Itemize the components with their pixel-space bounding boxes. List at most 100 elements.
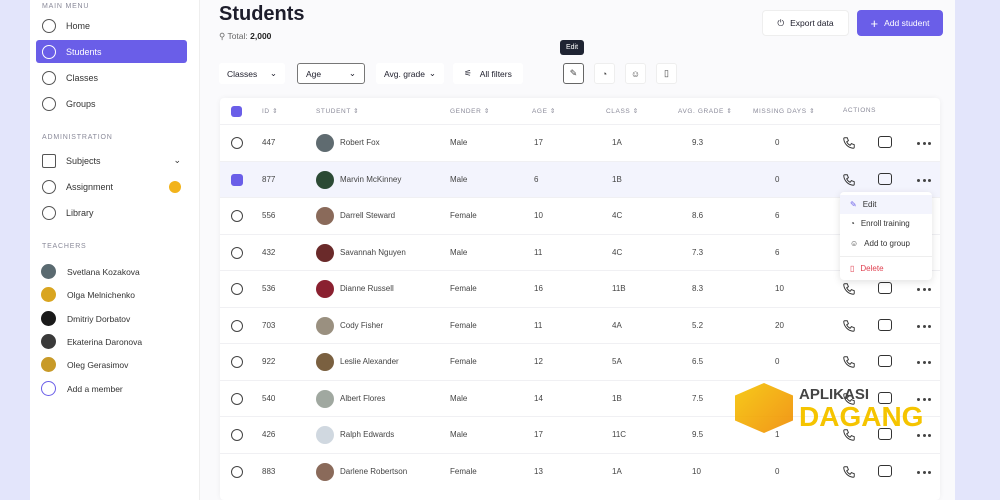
section-administration: ADMINISTRATION [42,134,113,141]
sidebar-item-groups[interactable]: Groups [36,92,187,115]
more-options-icon[interactable] [917,361,931,364]
row-checkbox[interactable] [231,465,243,478]
menu-item-delete[interactable]: ▯ Delete [840,259,932,278]
cell-id: 540 [262,393,276,403]
cell-student[interactable]: Darlene Robertson [340,466,408,476]
phone-icon[interactable] [842,392,856,406]
message-icon[interactable] [878,318,892,331]
cell-age: 10 [534,211,543,220]
more-options-icon[interactable] [917,434,931,437]
export-data-button[interactable]: ⏻ Export data [762,10,849,36]
cell-student[interactable]: Cody Fisher [340,320,384,330]
row-checkbox[interactable] [231,173,243,186]
row-checkbox[interactable] [231,210,243,222]
cell-student[interactable]: Leslie Alexander [340,357,399,366]
total-value: 2,000 [250,31,272,41]
header-missing-days[interactable]: MISSING DAYS ⇕ [753,108,816,115]
row-checkbox[interactable] [231,392,243,405]
teacher-item[interactable]: Dmitriy Dorbatov [41,311,130,326]
message-icon[interactable] [878,428,892,440]
more-options-icon[interactable] [917,397,931,401]
cell-missing-days: 1 [775,430,780,439]
cell-gender: Female [450,466,477,476]
row-checkbox[interactable] [231,246,243,259]
teacher-item[interactable]: Svetlana Kozakova [41,264,140,279]
cell-class: 1B [612,174,622,184]
sidebar-item-classes[interactable]: Classes [36,66,187,89]
header-id[interactable]: ID ⇕ [262,108,279,115]
teacher-item[interactable]: Olga Melnichenko [41,287,135,302]
table-row[interactable]: 922 Leslie Alexander Female 12 5A 6.5 0 [220,343,940,380]
cell-gender: Female [450,357,477,366]
message-icon[interactable] [878,172,892,185]
row-checkbox[interactable] [231,319,243,332]
sidebar-item-subjects[interactable]: Subjects ⌄ [36,149,187,172]
phone-icon[interactable] [842,319,856,333]
bulk-delete-button[interactable]: ▯ [656,63,677,84]
assignment-icon [42,179,56,194]
phone-icon[interactable] [842,355,856,369]
cell-student[interactable]: Robert Fox [340,138,380,147]
sidebar-item-students[interactable]: Students [36,40,187,63]
row-checkbox[interactable] [231,429,243,441]
menu-item-enroll-training[interactable]: ◔ Enroll training [840,214,932,233]
header-student[interactable]: STUDENT ⇕ [316,108,360,115]
more-options-icon[interactable] [917,288,931,291]
bulk-add-group-button[interactable]: ☺ [625,63,646,84]
all-filters-button[interactable]: ⚟ All filters [453,63,523,84]
table-row[interactable]: 432 Savannah Nguyen Male 11 4C 7.3 6 [220,233,940,271]
table-row[interactable]: 536 Dianne Russell Female 16 11B 8.3 10 [220,270,940,307]
message-icon[interactable] [878,136,892,148]
row-checkbox[interactable] [231,356,243,368]
cell-student[interactable]: Dianne Russell [340,284,394,293]
sidebar-item-home[interactable]: Home [36,14,187,37]
phone-icon[interactable] [842,173,856,187]
row-checkbox[interactable] [231,137,243,149]
sidebar-item-library[interactable]: Library [36,201,187,224]
cell-student[interactable]: Marvin McKinney [340,174,402,184]
cell-student[interactable]: Darrell Steward [340,211,396,220]
table-row[interactable]: 540 Albert Flores Male 14 1B 7.5 [220,379,940,417]
select-all-checkbox[interactable] [231,106,242,117]
bulk-enroll-button[interactable]: ◔ [594,63,615,84]
cell-student[interactable]: Savannah Nguyen [340,247,406,257]
sidebar-item-assignment[interactable]: Assignment [36,175,187,198]
table-row[interactable]: 556 Darrell Steward Female 10 4C 8.6 6 [220,197,940,234]
classes-filter[interactable]: Classes ⌄ [219,63,285,84]
header-age[interactable]: AGE ⇕ [532,108,556,115]
table-row[interactable]: 877 Marvin McKinney Male 6 1B 0 [220,160,940,197]
add-student-button[interactable]: + Add student [857,10,943,36]
trash-icon: ▯ [664,68,669,78]
table-row[interactable]: 883 Darlene Robertson Female 13 1A 10 0 [220,452,940,490]
phone-icon[interactable] [842,136,856,150]
age-filter[interactable]: Age ⌄ [297,63,365,84]
message-icon[interactable] [878,282,892,294]
add-member-button[interactable]: Add a member [41,381,123,396]
message-icon[interactable] [878,464,892,477]
more-options-icon[interactable] [917,178,931,182]
phone-icon[interactable] [842,465,856,479]
table-row[interactable]: 447 Robert Fox Male 17 1A 9.3 0 [220,124,940,161]
row-checkbox[interactable] [231,283,243,295]
table-row[interactable]: 703 Cody Fisher Female 11 4A 5.2 20 [220,306,940,344]
avg-grade-filter[interactable]: Avg. grade ⌄ [376,63,444,84]
header-gender[interactable]: GENDER ⇕ [450,108,490,115]
phone-icon[interactable] [842,428,856,442]
message-icon[interactable] [878,391,892,404]
menu-item-add-to-group[interactable]: ☺ Add to group [840,234,932,253]
bulk-edit-button[interactable]: ✎ [563,63,584,84]
message-icon[interactable] [878,355,892,367]
menu-item-edit[interactable]: ✎ Edit [840,195,932,214]
header-avg-grade[interactable]: AVG. GRADE ⇕ [678,108,733,115]
header-class[interactable]: CLASS ⇕ [606,108,639,115]
more-options-icon[interactable] [917,142,931,145]
more-options-icon[interactable] [917,470,931,474]
phone-icon[interactable] [842,282,856,296]
table-row[interactable]: 426 Ralph Edwards Male 17 11C 9.5 1 [220,416,940,453]
students-table: ID ⇕ STUDENT ⇕ GENDER ⇕ AGE ⇕ CLASS ⇕ AV… [220,98,940,500]
teacher-item[interactable]: Oleg Gerasimov [41,357,128,372]
cell-student[interactable]: Ralph Edwards [340,430,395,439]
cell-student[interactable]: Albert Flores [340,393,386,403]
more-options-icon[interactable] [917,324,931,328]
teacher-item[interactable]: Ekaterina Daronova [41,334,142,349]
